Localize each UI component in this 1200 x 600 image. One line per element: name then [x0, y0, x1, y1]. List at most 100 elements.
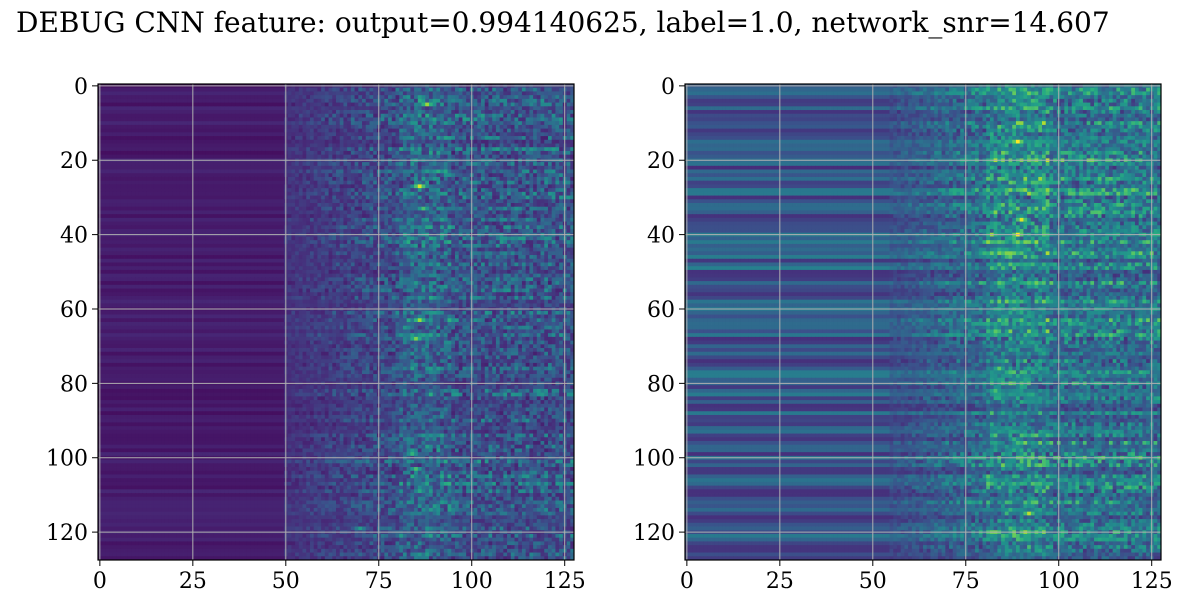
heatmap-cell: [306, 199, 310, 203]
heatmap-cell: [303, 103, 307, 107]
heatmap-cell: [481, 129, 485, 133]
heatmap-cell: [403, 147, 407, 151]
heatmap-cell: [396, 121, 400, 125]
heatmap-cell: [515, 184, 519, 188]
heatmap-cell: [187, 181, 191, 185]
heatmap-cell: [128, 103, 132, 107]
heatmap-cell: [477, 225, 481, 229]
heatmap-cell: [533, 207, 537, 211]
heatmap-cell: [548, 132, 552, 136]
heatmap-cell: [135, 144, 139, 148]
heatmap-cell: [440, 140, 444, 144]
heatmap-cell: [332, 192, 336, 196]
heatmap-cell: [477, 144, 481, 148]
heatmap-cell: [198, 151, 202, 155]
heatmap-cell: [131, 162, 135, 166]
heatmap-cell: [280, 106, 284, 110]
heatmap-cell: [314, 103, 318, 107]
heatmap-cell: [507, 132, 511, 136]
heatmap-cell: [254, 88, 258, 92]
heatmap-cell: [544, 181, 548, 185]
heatmap-cell: [466, 114, 470, 118]
heatmap-cell: [522, 95, 526, 99]
heatmap-cell: [448, 188, 452, 192]
heatmap-cell: [526, 114, 530, 118]
heatmap-cell: [291, 188, 295, 192]
heatmap-cell: [466, 166, 470, 170]
heatmap-cell: [362, 222, 366, 226]
heatmap-cell: [280, 188, 284, 192]
heatmap-cell: [410, 125, 414, 129]
heatmap-cell: [366, 173, 370, 177]
heatmap-cell: [384, 103, 388, 107]
heatmap-cell: [396, 196, 400, 200]
heatmap-cell: [277, 95, 281, 99]
heatmap-cell: [369, 91, 373, 95]
heatmap-cell: [146, 106, 150, 110]
heatmap-cell: [488, 136, 492, 140]
heatmap-cell: [541, 106, 545, 110]
heatmap-cell: [254, 203, 258, 207]
heatmap-cell: [503, 95, 507, 99]
heatmap-cell: [202, 196, 206, 200]
heatmap-cell: [507, 188, 511, 192]
heatmap-cell: [325, 184, 329, 188]
heatmap-cell: [105, 91, 109, 95]
heatmap-cell: [492, 147, 496, 151]
heatmap-cell: [541, 136, 545, 140]
heatmap-cell: [343, 155, 347, 159]
heatmap-cell: [459, 117, 463, 121]
heatmap-cell: [332, 147, 336, 151]
heatmap-cell: [321, 173, 325, 177]
heatmap-cell: [399, 210, 403, 214]
heatmap-cell: [418, 151, 422, 155]
heatmap-cell: [202, 222, 206, 226]
heatmap-cell: [548, 207, 552, 211]
heatmap-cell: [135, 214, 139, 218]
heatmap-cell: [269, 151, 273, 155]
heatmap-cell: [124, 184, 128, 188]
heatmap-cell: [150, 132, 154, 136]
heatmap-cell: [310, 166, 314, 170]
heatmap-cell: [135, 218, 139, 222]
heatmap-cell: [552, 114, 556, 118]
heatmap-cell: [135, 140, 139, 144]
heatmap-cell: [250, 155, 254, 159]
heatmap-cell: [340, 192, 344, 196]
heatmap-cell: [362, 214, 366, 218]
heatmap-cell: [340, 222, 344, 226]
heatmap-cell: [340, 218, 344, 222]
heatmap-cell: [213, 155, 217, 159]
heatmap-cell: [485, 207, 489, 211]
heatmap-cell: [247, 151, 251, 155]
heatmap-cell: [120, 181, 124, 185]
heatmap-cell: [522, 91, 526, 95]
heatmap-cell: [555, 114, 559, 118]
heatmap-cell: [113, 166, 117, 170]
heatmap-cell: [526, 129, 530, 133]
heatmap-cell: [143, 210, 147, 214]
heatmap-cell: [277, 99, 281, 103]
heatmap-cell: [184, 192, 188, 196]
heatmap-cell: [332, 99, 336, 103]
heatmap-cell: [195, 173, 199, 177]
heatmap-cell: [146, 203, 150, 207]
heatmap-cell: [303, 214, 307, 218]
heatmap-cell: [273, 114, 277, 118]
heatmap-cell: [317, 132, 321, 136]
heatmap-cell: [299, 192, 303, 196]
heatmap-cell: [239, 207, 243, 211]
heatmap-cell: [139, 181, 143, 185]
heatmap-cell: [105, 181, 109, 185]
heatmap-cell: [236, 181, 240, 185]
heatmap-cell: [277, 144, 281, 148]
heatmap-cell: [414, 196, 418, 200]
heatmap-cell: [158, 210, 162, 214]
heatmap-cell: [418, 188, 422, 192]
heatmap-cell: [117, 173, 121, 177]
heatmap-cell: [567, 129, 571, 133]
heatmap-cell: [429, 155, 433, 159]
heatmap-cell: [462, 117, 466, 121]
heatmap-cell: [373, 147, 377, 151]
heatmap-cell: [295, 117, 299, 121]
